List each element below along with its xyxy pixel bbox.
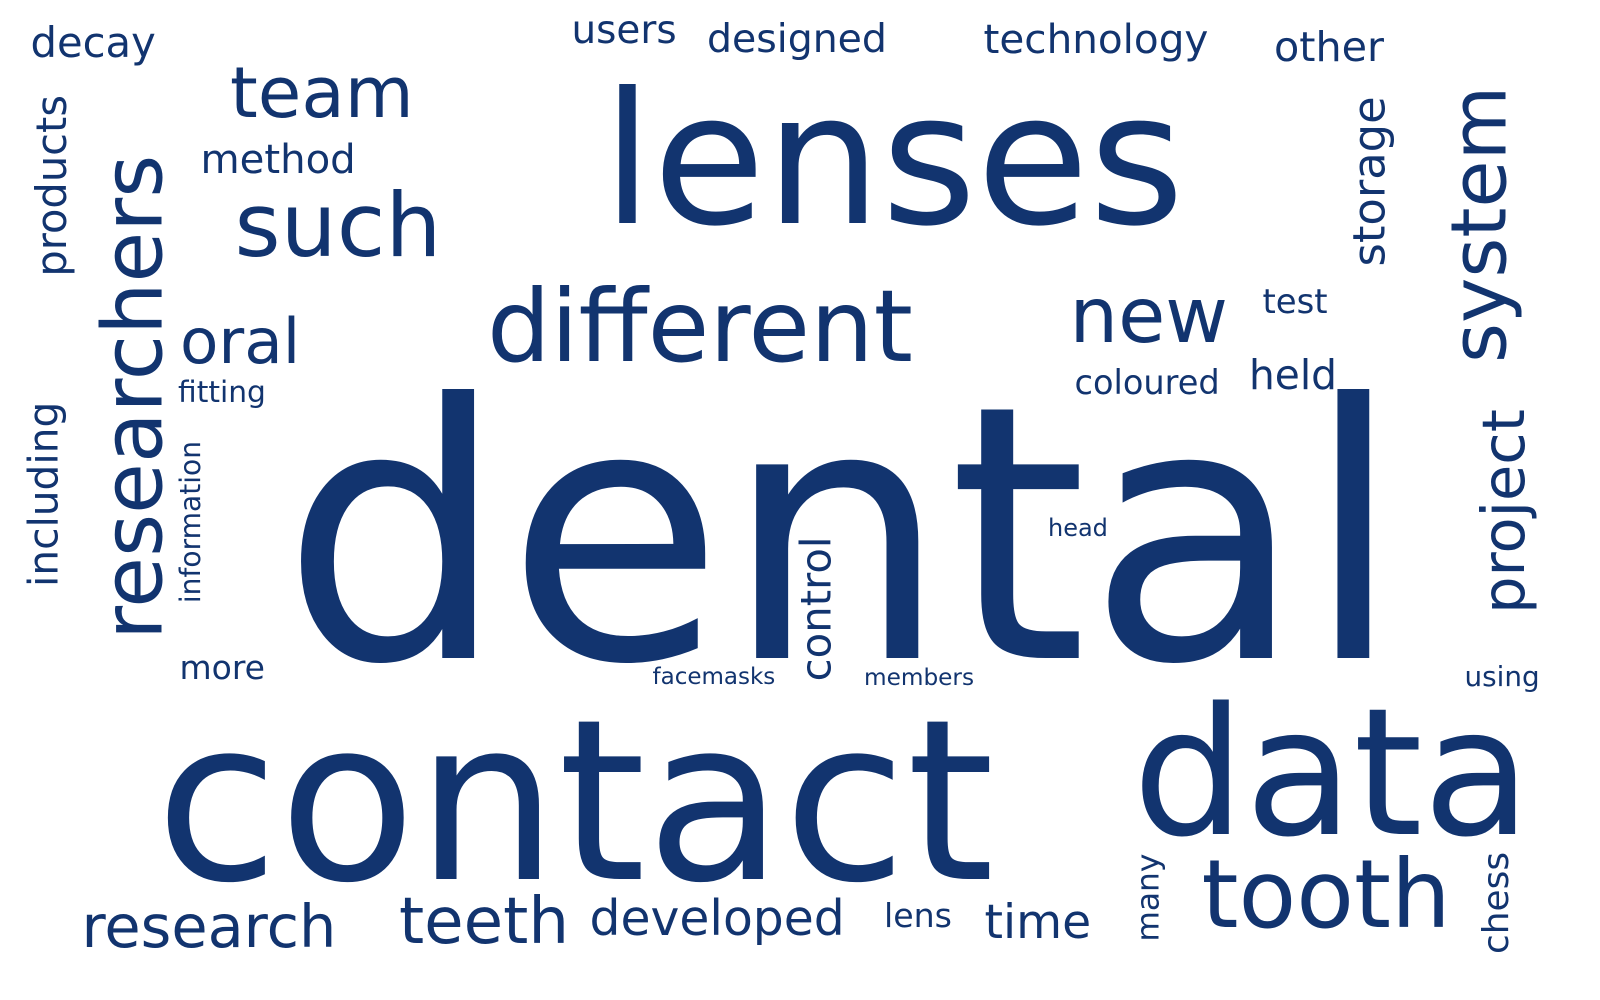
word-oral: oral	[180, 304, 301, 378]
word-research: research	[81, 891, 337, 961]
word-chess: chess	[1476, 851, 1518, 954]
word-data: data	[1132, 669, 1532, 876]
word-information: information	[174, 440, 208, 604]
word-method: method	[200, 137, 356, 183]
word-users: users	[571, 7, 677, 53]
word-control: control	[791, 536, 841, 682]
word-designed: designed	[707, 15, 887, 62]
word-new: new	[1069, 271, 1229, 361]
word-developed: developed	[589, 889, 845, 947]
word-members: members	[864, 663, 975, 691]
word-held: held	[1249, 350, 1337, 399]
word-using: using	[1464, 660, 1540, 693]
word-more: more	[179, 647, 265, 687]
word-such: such	[234, 173, 442, 277]
word-test: test	[1262, 282, 1328, 321]
word-system: system	[1434, 85, 1524, 363]
word-facemasks: facemasks	[652, 663, 776, 690]
word-lens: lens	[884, 895, 952, 935]
word-project: project	[1468, 408, 1538, 614]
word-storage: storage	[1342, 95, 1396, 266]
word-contact: contact	[155, 671, 995, 932]
word-decay: decay	[30, 18, 156, 67]
word-technology: technology	[983, 14, 1209, 63]
word-products: products	[27, 94, 77, 277]
word-including: including	[18, 401, 67, 587]
word-tooth: tooth	[1201, 840, 1451, 950]
word-researchers: researchers	[84, 154, 181, 640]
word-lenses: lenses	[602, 53, 1185, 267]
word-dental: dental	[281, 330, 1403, 742]
word-different: different	[487, 268, 913, 385]
word-other: other	[1274, 22, 1385, 71]
word-team: team	[230, 50, 414, 134]
word-coloured: coloured	[1074, 363, 1220, 402]
word-many: many	[1130, 853, 1167, 942]
word-teeth: teeth	[399, 884, 569, 959]
word-head: head	[1048, 514, 1108, 542]
word-time: time	[984, 894, 1092, 950]
word-fitting: fitting	[178, 375, 266, 410]
